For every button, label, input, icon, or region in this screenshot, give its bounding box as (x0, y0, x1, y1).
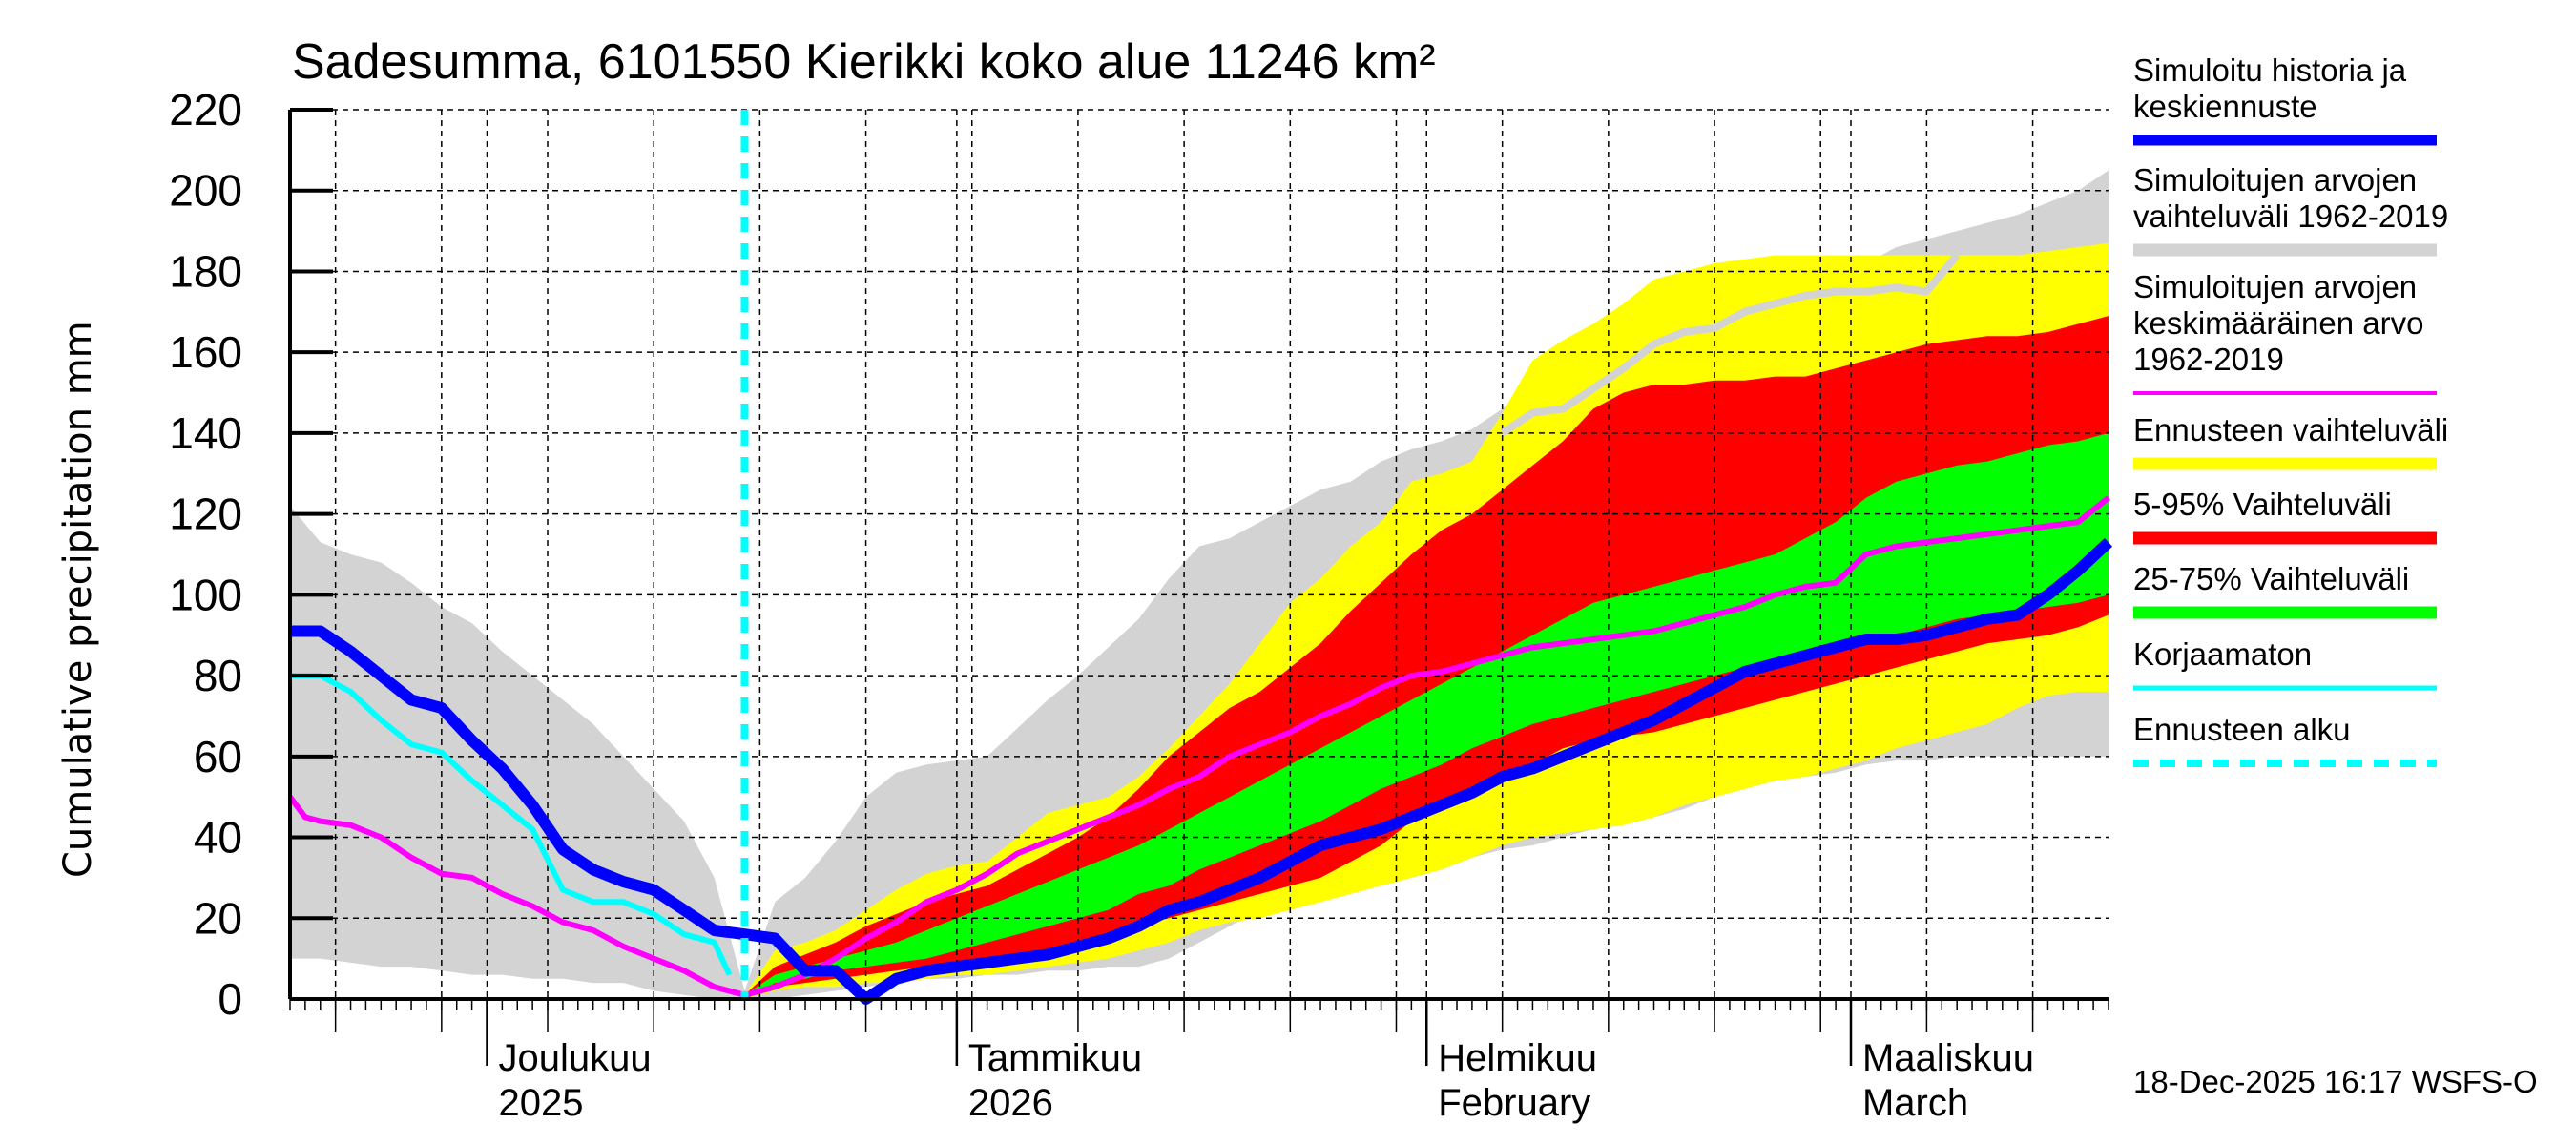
legend-label: keskimääräinen arvo (2133, 305, 2423, 341)
y-tick-label: 180 (169, 246, 242, 296)
y-tick-label: 120 (169, 489, 242, 539)
y-tick-label: 200 (169, 166, 242, 216)
chart-title: Sadesumma, 6101550 Kierikki koko alue 11… (292, 34, 1436, 90)
y-tick-labels: 0 20 40 60 80 100 120 140 160 180 200 220 (169, 85, 242, 1024)
y-tick-label: 0 (218, 974, 242, 1024)
legend-label: keskiennuste (2133, 89, 2317, 124)
p25-75-band (744, 432, 2109, 999)
y-tick-label: 140 (169, 408, 242, 458)
y-axis-label: Cumulative precipitation mm (56, 321, 100, 878)
legend-label: 5-95% Vaihteluväli (2133, 487, 2392, 522)
month-label: Joulukuu (498, 1037, 651, 1079)
legend-label: Korjaamaton (2133, 636, 2312, 672)
legend-label: 1962-2019 (2133, 342, 2284, 377)
month-year-label: March (1862, 1082, 1968, 1124)
y-tick-label: 40 (194, 813, 242, 863)
month-year-label: 2025 (498, 1082, 583, 1124)
legend-label: Ennusteen vaihteluväli (2133, 412, 2448, 448)
y-tick-label: 100 (169, 570, 242, 619)
grid (290, 109, 2109, 1000)
y-tick-label: 60 (194, 732, 242, 781)
uncorrected-line (290, 673, 733, 976)
month-year-label: 2026 (968, 1082, 1053, 1124)
legend-label: Ennusteen alku (2133, 712, 2351, 747)
legend-label: vaihteluväli 1962-2019 (2133, 198, 2448, 234)
y-tick-label: 220 (169, 85, 242, 135)
month-year-label: February (1438, 1082, 1590, 1124)
series-lines (287, 110, 2113, 1005)
upper-gray-line (1500, 252, 1961, 437)
month-label: Maaliskuu (1862, 1037, 2034, 1079)
history-forecast-line (290, 537, 2113, 1005)
legend-label: 25-75% Vaihteluväli (2133, 561, 2409, 596)
y-tick-label: 160 (169, 327, 242, 377)
hist-mean-line (287, 495, 2110, 998)
month-label: Helmikuu (1438, 1037, 1597, 1079)
y-tick-label: 20 (194, 893, 242, 943)
y-tick-label: 80 (194, 651, 242, 700)
timestamp: 18-Dec-2025 16:17 WSFS-O (2133, 1064, 2538, 1099)
month-label: Tammikuu (968, 1037, 1142, 1079)
legend-label: Simuloitujen arvojen (2133, 162, 2417, 198)
legend-label: Simuloitujen arvojen (2133, 269, 2417, 304)
legend-label: Simuloitu historia ja (2133, 52, 2407, 88)
axes (288, 108, 2109, 1066)
